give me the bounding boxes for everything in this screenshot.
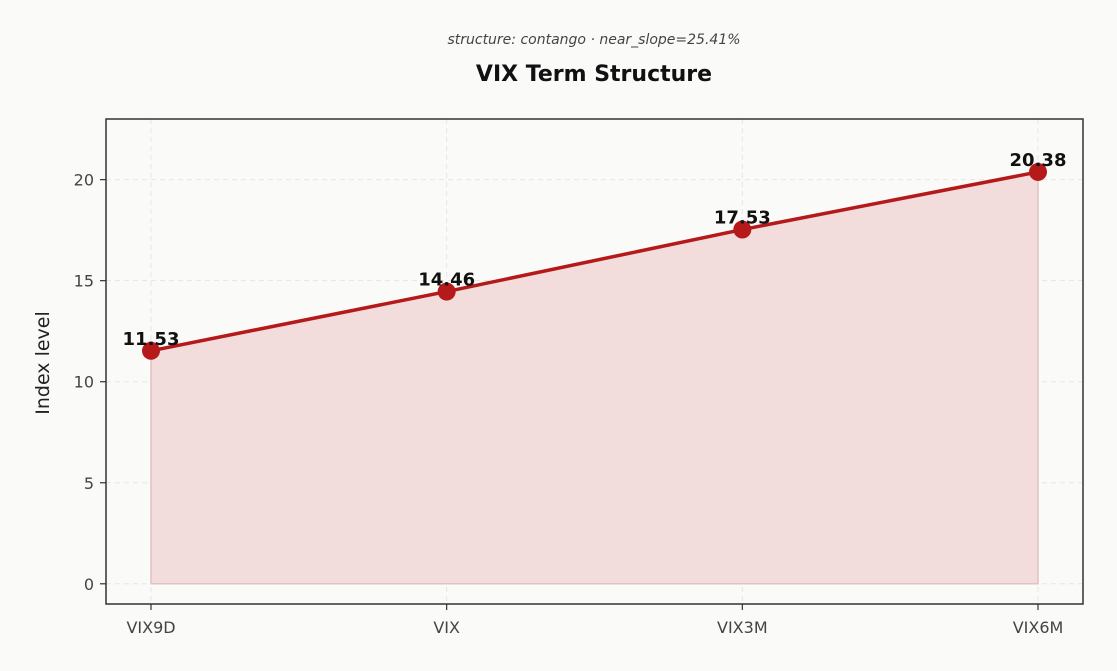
y-tick-label: 10 xyxy=(74,373,94,392)
series-line xyxy=(150,170,1039,353)
y-axis-label: Index level xyxy=(32,311,54,415)
data-label-vix3m: 17.53 xyxy=(714,208,771,229)
y-tick-label: 5 xyxy=(84,474,94,493)
plot-frame xyxy=(105,118,1084,605)
data-point-vix6m xyxy=(1029,162,1047,181)
chart-subtitle: structure: contango · near_slope=25.41% xyxy=(447,32,741,48)
chart-title: VIX Term Structure xyxy=(475,62,713,87)
data-labels: 11.53 14.46 17.53 20.38 xyxy=(123,150,1067,350)
data-point-vix xyxy=(437,282,456,301)
data-point-vix3m xyxy=(733,220,752,239)
data-label-vix9d: 11.53 xyxy=(123,329,180,350)
area-polygon xyxy=(150,171,1039,585)
x-tick-label-vix3m: VIX3M xyxy=(717,618,768,637)
series-polyline xyxy=(150,170,1039,353)
x-tick-label-vix: VIX xyxy=(433,618,460,637)
data-label-vix6m: 20.38 xyxy=(1010,150,1067,171)
area-fill xyxy=(150,171,1039,585)
y-tick-label: 0 xyxy=(84,575,94,594)
y-tick-label: 20 xyxy=(74,171,94,190)
y-tick-label: 15 xyxy=(74,272,94,291)
data-label-vix: 14.46 xyxy=(418,270,475,291)
x-tick-label-vix9d: VIX9D xyxy=(126,618,175,637)
axes: 0 5 10 15 20 VIX9D VIX VIX3M VIX6M xyxy=(74,118,1084,637)
x-tick-label-vix6m: VIX6M xyxy=(1013,618,1064,637)
data-points xyxy=(142,162,1047,360)
data-point-vix9d xyxy=(142,341,160,360)
